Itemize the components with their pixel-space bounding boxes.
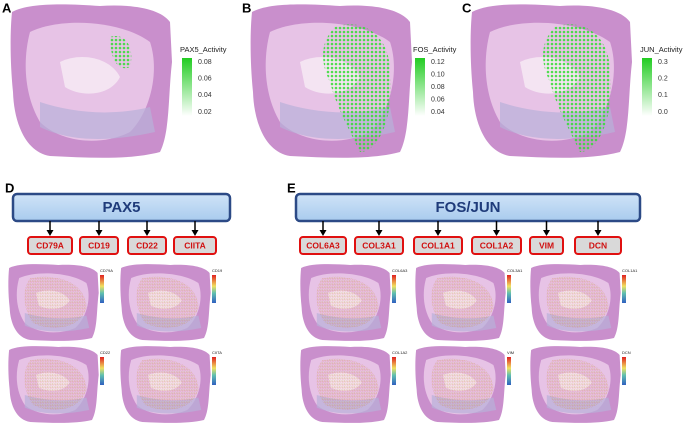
- arrow-head: [95, 230, 103, 236]
- legend-tick-label: 0.08: [198, 59, 212, 66]
- map-legend-title: CD79A: [100, 268, 113, 273]
- regulator-label: PAX5: [102, 199, 140, 216]
- expression-spots: [431, 358, 494, 410]
- legend-tick-label: 0.02: [198, 109, 212, 116]
- map-legend-title: CD22: [100, 350, 111, 355]
- target-box: [574, 236, 622, 255]
- map-legend-title: VIM: [507, 350, 514, 355]
- legend-tick-label: 0.12: [431, 59, 445, 66]
- target-label: CIITA: [184, 240, 206, 250]
- arrow-head: [46, 230, 54, 236]
- target-label: CD19: [88, 240, 110, 250]
- target-box: [529, 236, 564, 255]
- target-box: [27, 236, 73, 255]
- panel-letter: D: [5, 180, 14, 195]
- map-colorbar: [100, 357, 104, 385]
- panel-letter: C: [462, 0, 472, 15]
- expression-spots: [316, 276, 379, 328]
- target-box: [173, 236, 217, 255]
- arrow-head: [143, 230, 151, 236]
- legend-tick-label: 0.08: [431, 84, 445, 91]
- map-colorbar: [622, 357, 626, 385]
- map-colorbar: [212, 275, 216, 303]
- arrow-head: [375, 230, 383, 236]
- arrow-head: [191, 230, 199, 236]
- panel-letter: B: [242, 0, 251, 15]
- target-box: [127, 236, 167, 255]
- expression-spots: [546, 276, 609, 328]
- tissue-image: [10, 4, 172, 158]
- expression-spots: [136, 358, 199, 410]
- map-legend-title: COL1A1: [622, 268, 638, 273]
- legend-tick-label: 0.06: [431, 96, 445, 103]
- legend-tick-label: 0.1: [658, 92, 668, 99]
- map-colorbar: [100, 275, 104, 303]
- arrow-head: [493, 230, 500, 236]
- target-label: CD22: [136, 240, 158, 250]
- arrow-head: [434, 230, 442, 236]
- map-legend-title: CIITA: [212, 350, 222, 355]
- map-legend-title: COL6A3: [392, 268, 408, 273]
- activity-spots: [110, 36, 132, 69]
- map-legend-title: CD19: [212, 268, 223, 273]
- legend-colorbar: [182, 58, 192, 116]
- map-colorbar: [212, 357, 216, 385]
- legend-tick-label: 0.0: [658, 109, 668, 116]
- expression-spots: [316, 358, 379, 410]
- target-label: COL1A1: [421, 240, 455, 250]
- target-box: [471, 236, 522, 255]
- target-box: [299, 236, 347, 255]
- legend-colorbar: [415, 58, 425, 116]
- target-label: CD79A: [36, 240, 64, 250]
- target-label: DCN: [589, 240, 607, 250]
- target-label: COL6A3: [306, 240, 340, 250]
- map-legend-title: COL3A1: [507, 268, 523, 273]
- regulator-box: [11, 192, 232, 223]
- activity-spots: [323, 24, 391, 153]
- legend-tick-label: 0.2: [658, 76, 668, 83]
- target-box: [354, 236, 404, 255]
- arrow-head: [543, 230, 550, 236]
- arrow-head: [319, 230, 327, 236]
- map-colorbar: [392, 275, 396, 303]
- arrow-head: [594, 230, 602, 236]
- expression-spots: [431, 276, 494, 328]
- legend-title: PAX5_Activity: [180, 45, 227, 54]
- expression-spots: [24, 276, 87, 328]
- legend-title: JUN_Activity: [640, 45, 683, 54]
- legend-tick-label: 0.3: [658, 59, 668, 66]
- target-label: COL1A2: [480, 240, 514, 250]
- legend-tick-label: 0.10: [431, 71, 445, 78]
- legend-tick-label: 0.04: [198, 92, 212, 99]
- map-colorbar: [392, 357, 396, 385]
- panel-letter: A: [2, 0, 12, 15]
- target-box: [79, 236, 119, 255]
- legend-tick-label: 0.04: [431, 109, 445, 116]
- map-colorbar: [622, 275, 626, 303]
- legend-title: FOS_Activity: [413, 45, 457, 54]
- map-colorbar: [507, 275, 511, 303]
- map-legend-title: COL1A2: [392, 350, 408, 355]
- legend-tick-label: 0.06: [198, 76, 212, 83]
- regulator-box: [294, 192, 642, 223]
- target-label: VIM: [539, 240, 554, 250]
- activity-spots: [543, 24, 611, 153]
- panel-letter: E: [287, 180, 296, 195]
- map-legend-title: DCN: [622, 350, 631, 355]
- legend-colorbar: [642, 58, 652, 116]
- target-box: [413, 236, 463, 255]
- target-label: COL3A1: [362, 240, 396, 250]
- map-colorbar: [507, 357, 511, 385]
- expression-spots: [24, 358, 87, 410]
- expression-spots: [136, 276, 199, 328]
- expression-spots: [546, 358, 609, 410]
- regulator-label: FOS/JUN: [435, 199, 500, 216]
